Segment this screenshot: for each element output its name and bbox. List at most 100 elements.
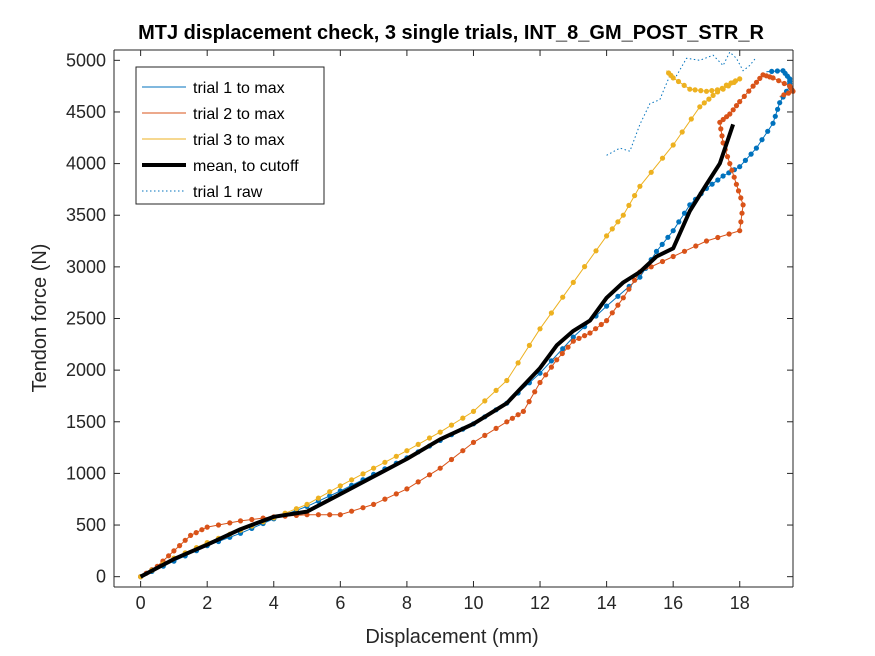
data-point (482, 398, 488, 404)
legend-box (135, 66, 325, 205)
data-point (706, 96, 712, 102)
data-point (460, 415, 466, 421)
data-point (448, 422, 455, 428)
data-point (593, 326, 599, 332)
data-point (526, 342, 533, 348)
data-point (371, 465, 377, 471)
data-point (615, 293, 621, 299)
data-point (709, 88, 715, 94)
data-point (725, 83, 732, 89)
data-point (315, 512, 321, 518)
data-point (437, 465, 443, 471)
y-tick-label: 4000 (66, 154, 106, 174)
y-tick-label: 5000 (66, 50, 106, 70)
series-mean-to-cutoff (139, 123, 735, 579)
data-point (537, 379, 543, 386)
data-point (626, 202, 632, 208)
data-point (171, 548, 177, 554)
data-point (753, 145, 760, 151)
data-point (237, 518, 244, 524)
y-tick-label: 500 (76, 515, 106, 535)
x-tick-label: 8 (402, 593, 412, 613)
data-point (659, 155, 666, 161)
legend-item: trial 1 to max (142, 80, 285, 97)
data-point (193, 530, 199, 536)
data-point (666, 70, 672, 76)
data-point (670, 142, 676, 148)
data-point (460, 448, 466, 454)
x-tick-label: 18 (730, 593, 750, 613)
data-point (746, 88, 752, 94)
series-layer (138, 51, 796, 580)
data-point (648, 169, 654, 175)
data-point (393, 453, 399, 459)
data-point (692, 87, 698, 93)
data-point (742, 157, 749, 163)
data-point (659, 241, 665, 247)
data-point (759, 137, 765, 143)
legend-label: trial 1 to max (193, 80, 285, 97)
data-point (415, 479, 421, 485)
data-point (448, 456, 455, 463)
x-tick-label: 10 (463, 593, 483, 613)
data-point (632, 277, 638, 283)
data-point (470, 408, 477, 414)
data-point (249, 516, 255, 523)
data-point (727, 161, 733, 167)
data-point (720, 86, 726, 92)
data-point (215, 522, 222, 528)
data-point (437, 429, 443, 435)
data-point (785, 90, 792, 96)
data-point (199, 527, 205, 533)
legend-item: trial 3 to max (142, 132, 285, 149)
legend-item: trial 2 to max (142, 106, 285, 123)
data-point (670, 228, 676, 234)
legend: trial 1 to max trial 2 to max trial 3 to m… (135, 66, 325, 205)
data-point (780, 68, 786, 74)
data-point (770, 75, 776, 81)
data-point (777, 100, 783, 106)
data-point (382, 496, 388, 502)
data-point (360, 505, 366, 511)
data-point (349, 477, 355, 483)
y-tick-label: 3500 (66, 205, 106, 225)
data-point (703, 238, 710, 244)
data-point (404, 486, 410, 492)
data-point (781, 80, 787, 87)
data-point (426, 435, 433, 441)
data-point (709, 181, 715, 187)
data-point (587, 330, 593, 336)
data-point (393, 491, 399, 497)
legend-item: trial 1 raw (142, 184, 263, 201)
data-point (770, 120, 776, 126)
data-point (493, 425, 499, 431)
legend-label: mean, to cutoff (193, 158, 299, 175)
data-point (559, 350, 565, 357)
data-point (404, 448, 410, 454)
data-point (681, 82, 687, 88)
data-point (293, 506, 299, 512)
y-tick-label: 3000 (66, 257, 106, 277)
data-point (337, 483, 343, 489)
data-point (337, 512, 343, 518)
data-point (166, 553, 172, 559)
data-point (509, 415, 515, 421)
data-point (676, 219, 682, 225)
data-point (653, 248, 660, 254)
data-point (727, 111, 733, 117)
y-tick-label: 1000 (66, 463, 106, 483)
data-point (675, 78, 682, 85)
x-tick-label: 14 (597, 593, 617, 613)
data-point (593, 248, 599, 254)
data-point (604, 303, 610, 309)
y-axis-label: Tendon force (N) (29, 244, 51, 393)
chart-title: MTJ displacement check, 3 single trials,… (138, 22, 764, 44)
data-point (730, 107, 736, 113)
data-point (360, 471, 366, 477)
data-point (729, 167, 735, 173)
x-tick-label: 4 (269, 593, 279, 613)
data-point (738, 195, 744, 201)
data-point (737, 228, 743, 234)
x-axis-label: Displacement (mm) (365, 626, 538, 648)
